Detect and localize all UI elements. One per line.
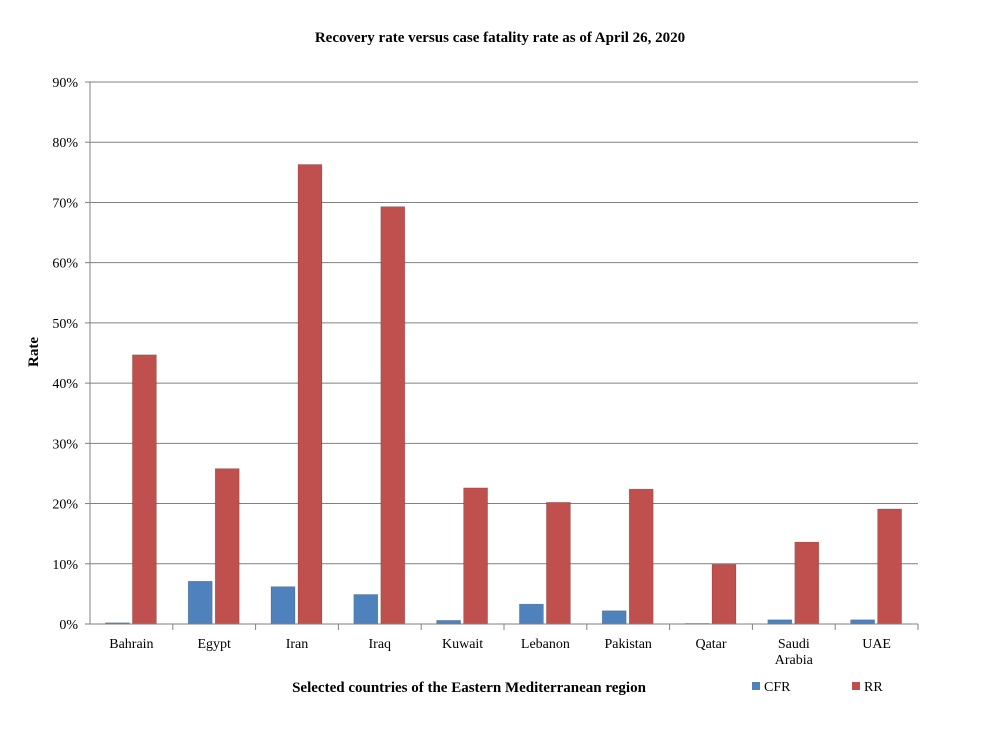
legend-label-cfr: CFR [764,680,791,695]
y-tick-label: 80% [52,136,78,151]
y-tick-label: 50% [52,317,78,332]
legend-label-rr: RR [864,680,883,695]
bar-rr [297,164,323,625]
bar-cfr [436,620,461,625]
bar-cfr [353,594,379,625]
x-tick-label: Pakistan [604,637,651,652]
bar-rr [877,508,902,625]
x-tick-label: Bahrain [109,637,153,652]
x-axis-title: Selected countries of the Eastern Medite… [292,680,646,696]
bar-rr [628,488,654,625]
x-tick-label: Saudi Arabia [775,637,814,668]
bar-rr [463,487,488,625]
bar-rr [132,354,157,625]
y-tick-label: 20% [52,498,78,513]
x-tick-label: Lebanon [521,637,570,652]
y-tick-label: 40% [52,377,78,392]
gridlines [90,81,918,565]
legend-swatch-rr [852,682,860,690]
y-tick-label: 0% [59,618,78,633]
y-tick-label: 90% [52,76,78,91]
y-tick-label: 70% [52,196,78,211]
bar-rr [546,502,571,625]
legend: CFR RR [752,680,883,695]
bar-cfr [601,610,627,625]
x-tick-labels: Bahrain Egypt Iran Iraq Kuwait Lebanon Pakista… [109,637,891,668]
bar-cfr [187,580,213,625]
bar-rr [214,468,240,625]
legend-swatch-cfr [752,682,760,690]
bars [105,164,902,625]
x-tick-label: Egypt [197,637,231,652]
x-tick-label: Qatar [695,637,726,652]
bar-rr [711,564,737,625]
bar-rr [380,206,406,625]
y-tick-label: 60% [52,257,78,272]
x-tick-label: UAE [862,637,891,652]
bar-rr [794,541,820,625]
x-tick-label: Iran [286,637,309,652]
bar-cfr [270,586,296,625]
bar-cfr [850,619,875,625]
y-tick-label: 10% [52,558,78,573]
axes [85,81,919,630]
y-axis-title: Rate [26,337,42,367]
x-tick-label: Kuwait [442,637,483,652]
y-tick-labels: 0% 10% 20% 30% 40% 50% 60% 70% 80% 90% [52,76,78,633]
bar-cfr [519,603,544,625]
y-tick-label: 30% [52,437,78,452]
x-tick-label: Iraq [369,637,392,652]
bar-cfr [767,619,793,625]
chart-title: Recovery rate versus case fatality rate … [315,30,685,46]
